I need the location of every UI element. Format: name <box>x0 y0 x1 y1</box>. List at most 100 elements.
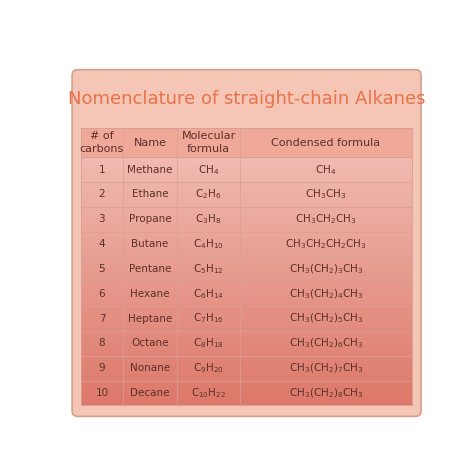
Text: 10: 10 <box>95 388 109 398</box>
Bar <box>82 158 412 160</box>
Bar <box>82 389 412 391</box>
Bar <box>82 366 412 367</box>
Bar <box>82 198 412 200</box>
Text: Nomenclature of straight-chain Alkanes: Nomenclature of straight-chain Alkanes <box>68 90 425 108</box>
Text: C$_7$H$_{16}$: C$_7$H$_{16}$ <box>193 312 224 326</box>
Bar <box>82 363 412 365</box>
Bar <box>82 353 412 355</box>
Text: C$_4$H$_{10}$: C$_4$H$_{10}$ <box>193 237 224 251</box>
Bar <box>82 317 412 319</box>
Text: C$_8$H$_{18}$: C$_8$H$_{18}$ <box>193 337 224 350</box>
Text: CH$_3$CH$_2$CH$_3$: CH$_3$CH$_2$CH$_3$ <box>295 212 356 226</box>
Bar <box>82 191 412 192</box>
Bar <box>82 327 412 328</box>
Bar <box>82 166 412 167</box>
Bar <box>82 355 412 356</box>
Bar <box>82 252 412 253</box>
Bar <box>82 260 412 262</box>
Bar <box>82 309 412 310</box>
Text: 7: 7 <box>99 314 105 324</box>
Bar <box>82 194 412 196</box>
Text: Ethane: Ethane <box>132 190 168 200</box>
Bar <box>82 325 412 326</box>
Bar <box>82 343 412 345</box>
Text: C$_{10}$H$_{22}$: C$_{10}$H$_{22}$ <box>191 386 226 400</box>
Bar <box>82 226 412 227</box>
Bar <box>82 272 412 273</box>
Bar <box>82 265 412 266</box>
Bar <box>82 223 412 224</box>
Bar <box>82 319 412 320</box>
Bar <box>82 320 412 321</box>
Bar <box>82 292 412 294</box>
Bar <box>82 288 412 289</box>
Bar <box>82 253 412 254</box>
Bar <box>82 305 412 306</box>
Bar <box>82 314 412 315</box>
Bar <box>82 321 412 322</box>
Bar <box>82 255 412 256</box>
Bar <box>82 206 412 207</box>
Bar <box>82 217 412 218</box>
Bar <box>82 315 412 316</box>
Text: Heptane: Heptane <box>128 314 172 324</box>
Text: CH$_3$(CH$_2$)$_5$CH$_3$: CH$_3$(CH$_2$)$_5$CH$_3$ <box>289 312 363 325</box>
Bar <box>82 336 412 337</box>
Bar <box>82 372 412 373</box>
Bar <box>82 289 412 290</box>
Text: C$_6$H$_{14}$: C$_6$H$_{14}$ <box>193 287 224 301</box>
Bar <box>82 237 412 238</box>
Bar <box>82 283 412 284</box>
Bar <box>82 403 412 404</box>
Bar <box>82 397 412 398</box>
Bar <box>82 249 412 250</box>
Bar <box>82 274 412 275</box>
Bar <box>82 326 412 327</box>
Bar <box>82 331 412 332</box>
Text: CH$_3$(CH$_2$)$_6$CH$_3$: CH$_3$(CH$_2$)$_6$CH$_3$ <box>289 337 363 350</box>
Bar <box>82 233 412 234</box>
Text: 3: 3 <box>99 214 105 224</box>
Bar <box>82 162 412 164</box>
Text: CH$_4$: CH$_4$ <box>315 163 337 176</box>
Bar <box>82 229 412 230</box>
Bar <box>82 269 412 270</box>
Bar <box>82 371 412 372</box>
Text: Propane: Propane <box>128 214 171 224</box>
Bar <box>82 201 412 202</box>
Bar <box>82 160 412 161</box>
Bar <box>82 304 412 305</box>
Bar <box>82 161 412 162</box>
Bar <box>82 174 412 176</box>
Bar <box>82 214 412 216</box>
Bar <box>82 351 412 352</box>
Bar <box>82 273 412 274</box>
Bar <box>82 240 412 242</box>
Bar <box>82 338 412 340</box>
Bar <box>82 308 412 309</box>
Text: CH$_3$CH$_3$: CH$_3$CH$_3$ <box>305 188 346 201</box>
Bar <box>82 248 412 249</box>
Bar <box>82 316 412 317</box>
Bar <box>82 207 412 208</box>
Text: CH$_4$: CH$_4$ <box>198 163 219 176</box>
Bar <box>82 264 412 265</box>
Text: CH$_3$(CH$_2$)$_4$CH$_3$: CH$_3$(CH$_2$)$_4$CH$_3$ <box>289 287 363 301</box>
Bar <box>82 290 412 291</box>
Bar <box>82 383 412 384</box>
Bar <box>82 238 412 239</box>
Bar <box>82 356 412 357</box>
Bar <box>82 324 412 325</box>
Bar <box>82 243 412 244</box>
Bar <box>82 346 412 347</box>
Text: Molecular
formula: Molecular formula <box>182 131 236 154</box>
Bar <box>82 381 412 382</box>
Bar <box>82 239 412 240</box>
Bar <box>82 172 412 173</box>
Bar <box>82 348 412 350</box>
Bar <box>82 184 412 186</box>
Bar <box>82 311 412 312</box>
FancyBboxPatch shape <box>72 70 421 416</box>
Bar <box>82 173 412 174</box>
Bar <box>82 202 412 203</box>
